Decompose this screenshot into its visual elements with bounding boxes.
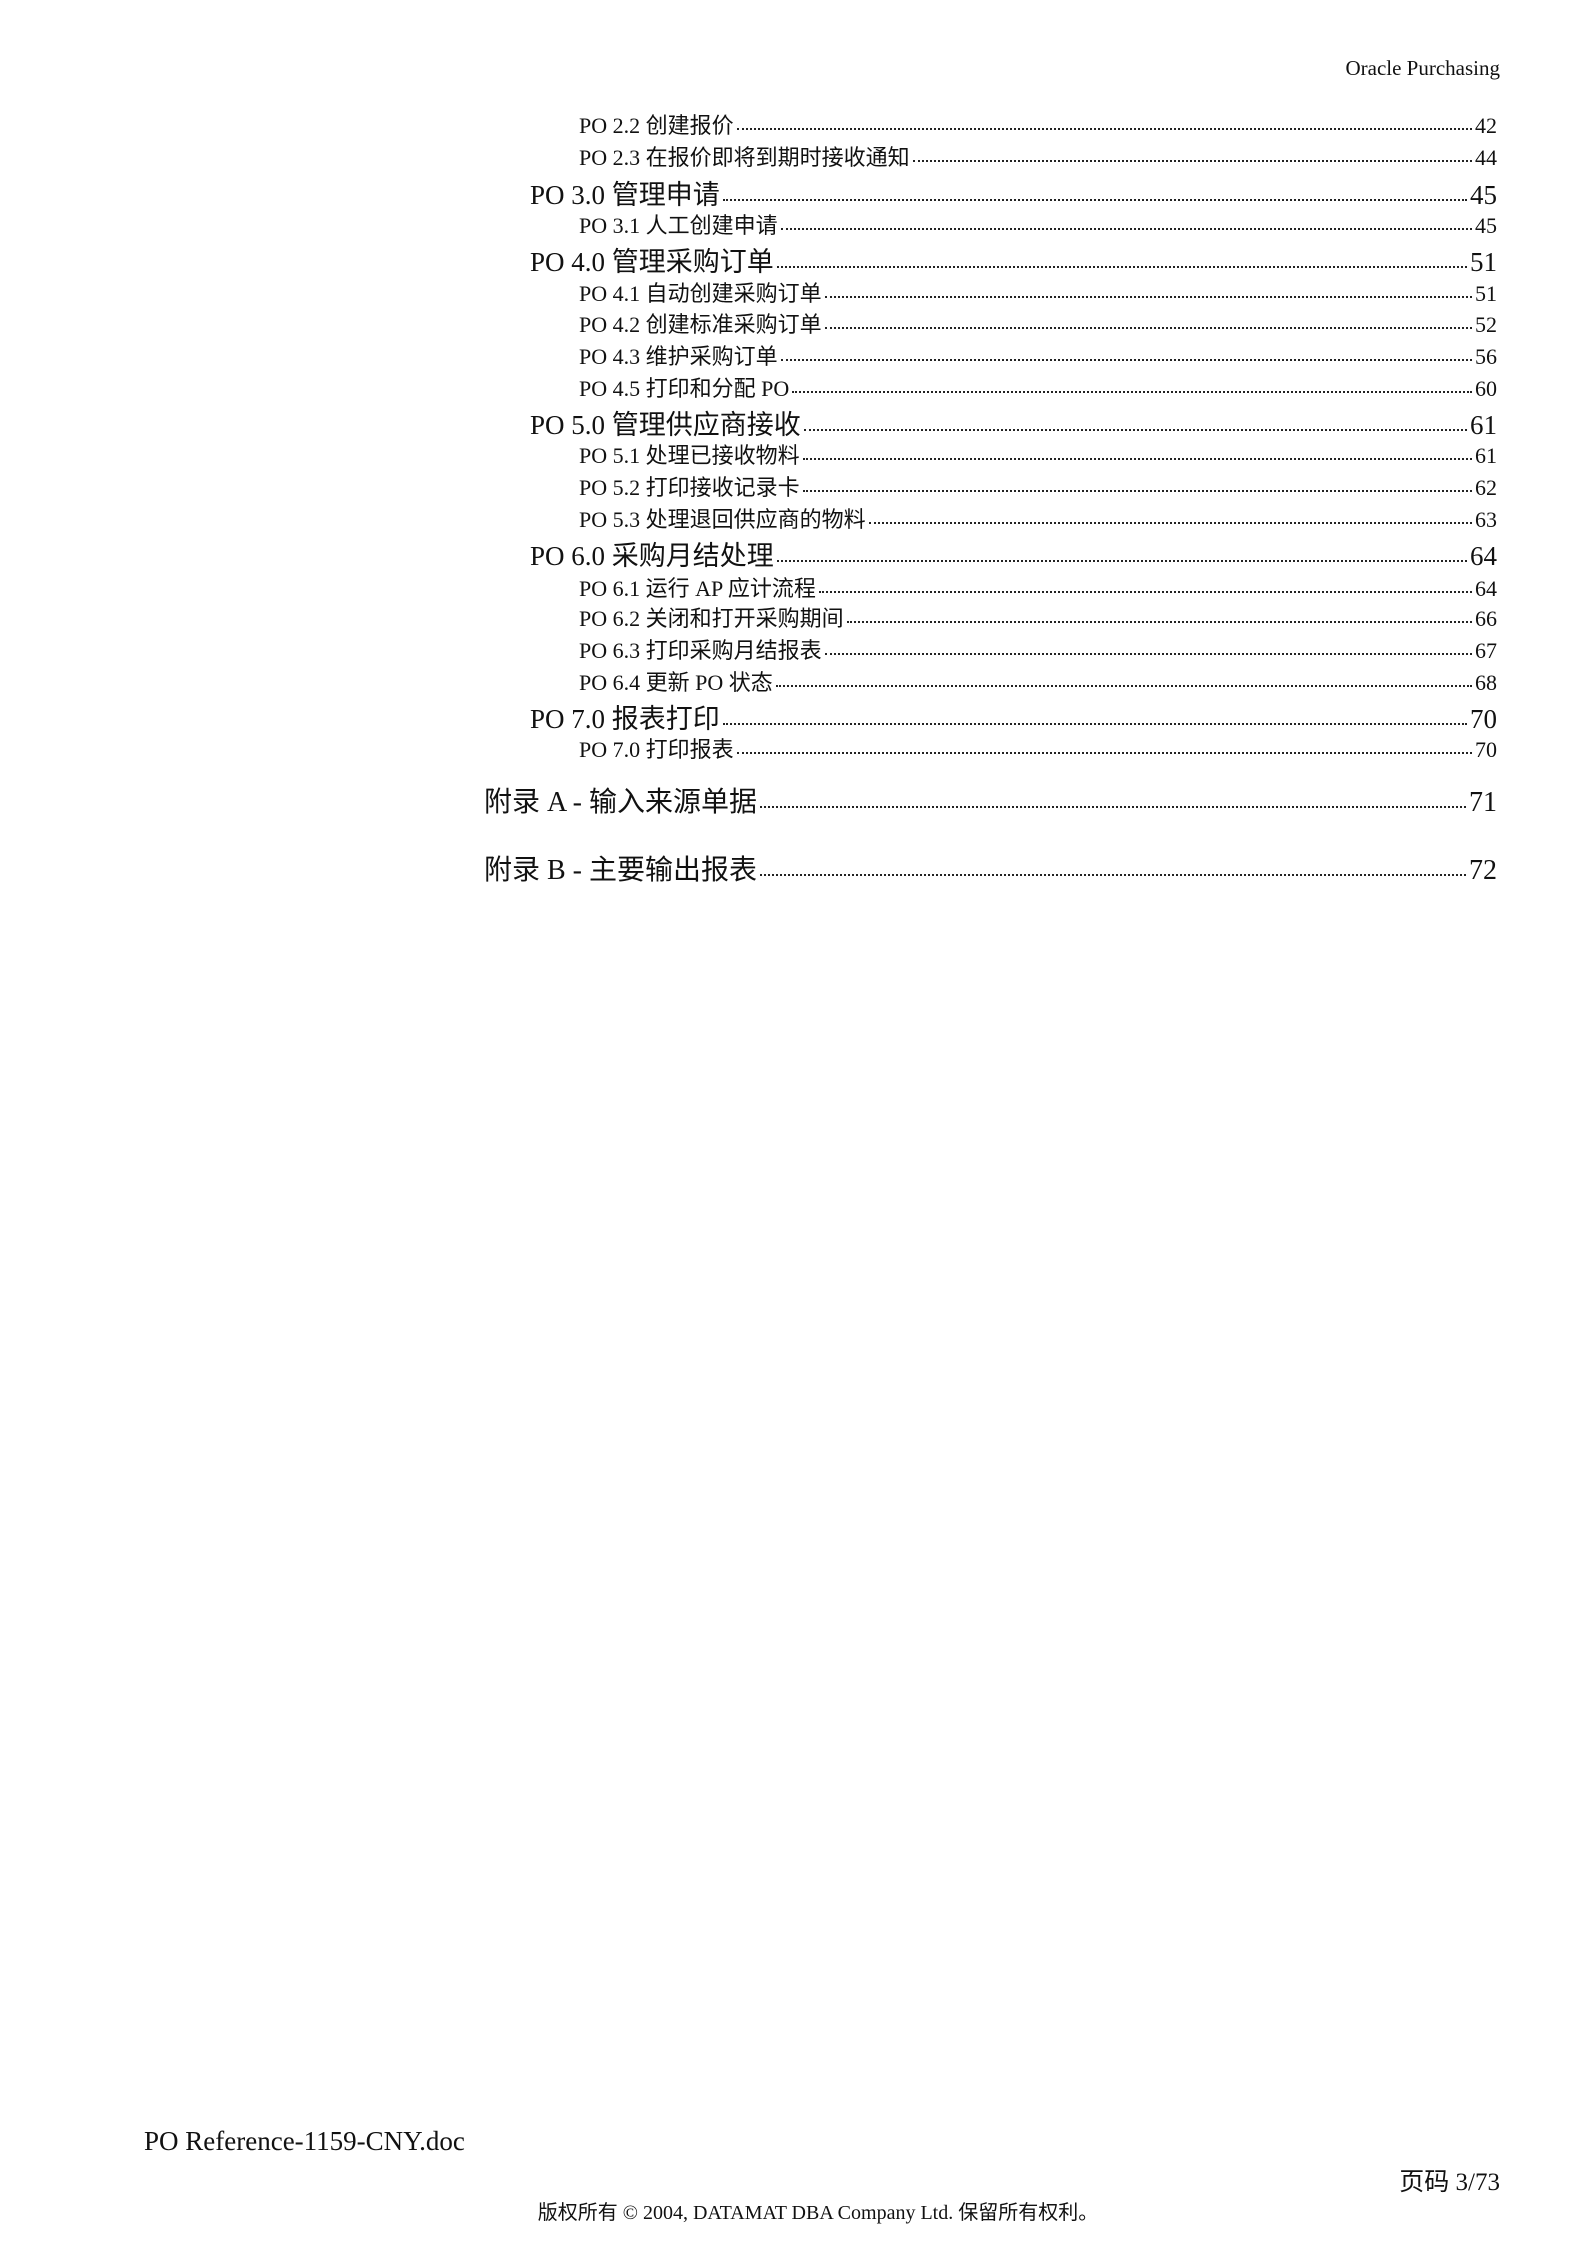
toc-entry[interactable]: PO 2.2 创建报价 42 [579,108,1497,140]
toc-entry-label: PO 2.2 创建报价 [579,113,734,138]
dot-leader [780,359,1472,361]
toc-entry[interactable]: PO 6.4 更新 PO 状态 68 [579,665,1497,697]
dot-leader [775,685,1472,687]
toc-entry-label: PO 5.0 管理供应商接收 [530,410,801,440]
toc-entry[interactable]: 附录 A - 输入来源单据 71 [484,780,1497,820]
dot-leader [736,128,1472,130]
toc-entry[interactable]: PO 4.5 打印和分配 PO 60 [579,371,1497,403]
toc-entry-page: 70 [1475,737,1497,762]
toc-entry[interactable]: PO 6.0 采购月结处理 64 [530,534,1497,573]
dot-leader [776,266,1467,268]
running-header: Oracle Purchasing [1345,56,1500,80]
dot-leader [818,591,1472,593]
toc-entry-label: PO 2.3 在报价即将到期时接收通知 [579,145,910,170]
toc-entry-label: PO 3.0 管理申请 [530,180,720,210]
toc-entry[interactable]: PO 5.1 处理已接收物料 61 [579,438,1497,470]
toc-entry-page: 68 [1475,670,1497,695]
toc-entry[interactable]: PO 6.3 打印采购月结报表 67 [579,633,1497,665]
toc-entry-label: PO 4.0 管理采购订单 [530,247,774,277]
toc-entry[interactable]: PO 5.0 管理供应商接收 61 [530,403,1497,442]
dot-leader [776,560,1467,562]
toc-entry-label: PO 6.4 更新 PO 状态 [579,670,773,695]
toc-entry-label: PO 4.1 自动创建采购订单 [579,281,822,306]
dot-leader [722,723,1467,725]
toc-entry-label: PO 4.5 打印和分配 PO [579,376,790,401]
dot-leader [722,199,1467,201]
toc-entry[interactable]: 附录 B - 主要输出报表 72 [484,848,1497,888]
toc-entry-page: 62 [1475,475,1497,500]
toc-entry-label: PO 4.3 维护采购订单 [579,344,778,369]
toc-entry-page: 72 [1469,855,1497,886]
toc-entry-label: PO 6.1 运行 AP 应计流程 [579,576,816,601]
toc-entry-page: 60 [1475,376,1497,401]
toc-entry-page: 64 [1475,576,1497,601]
dot-leader [868,522,1472,524]
dot-leader [824,327,1472,329]
toc-entry-page: 56 [1475,344,1497,369]
toc-entry-label: 附录 B - 主要输出报表 [484,855,758,886]
toc-entry-page: 42 [1475,113,1497,138]
toc-entry[interactable]: PO 4.3 维护采购订单 56 [579,339,1497,371]
toc-entry-page: 52 [1475,312,1497,337]
toc-entry-label: PO 4.2 创建标准采购订单 [579,312,822,337]
toc-entry-label: PO 7.0 打印报表 [579,737,734,762]
footer-doc-name: PO Reference-1159-CNY.doc [144,2126,465,2156]
toc-entry-page: 44 [1475,145,1497,170]
toc-entry-page: 45 [1475,213,1497,238]
toc-entry-label: PO 6.3 打印采购月结报表 [579,638,822,663]
dot-leader [802,458,1472,460]
toc-entry[interactable]: PO 4.1 自动创建采购订单 51 [579,276,1497,308]
toc-entry-label: PO 5.1 处理已接收物料 [579,443,800,468]
toc-entry-page: 64 [1470,541,1497,571]
toc-entry[interactable]: PO 3.1 人工创建申请 45 [579,208,1497,240]
toc-entry-label: PO 6.0 采购月结处理 [530,541,774,571]
toc-entry-page: 51 [1475,281,1497,306]
toc-entry-label: PO 6.2 关闭和打开采购期间 [579,606,844,631]
dot-leader [803,429,1467,431]
toc-entry[interactable]: PO 7.0 报表打印 70 [530,697,1497,736]
toc-entry-page: 71 [1469,787,1497,818]
toc-entry-page: 70 [1470,704,1497,734]
toc-entry[interactable]: PO 6.1 运行 AP 应计流程 64 [579,571,1497,603]
toc-entry-page: 63 [1475,507,1497,532]
toc-entry-page: 45 [1470,180,1497,210]
toc-entry[interactable]: PO 2.3 在报价即将到期时接收通知 44 [579,140,1497,172]
dot-leader [760,874,1466,876]
toc-entry-page: 66 [1475,606,1497,631]
toc-entry-label: PO 5.3 处理退回供应商的物料 [579,507,866,532]
dot-leader [846,621,1472,623]
toc-entry-label: PO 7.0 报表打印 [530,704,720,734]
toc-entry[interactable]: PO 5.2 打印接收记录卡 62 [579,470,1497,502]
toc-entry-page: 67 [1475,638,1497,663]
footer-page-number: 页码 3/73 [1399,2169,1500,2196]
dot-leader [824,653,1472,655]
dot-leader [792,391,1472,393]
dot-leader [736,752,1472,754]
dot-leader [760,806,1466,808]
toc-entry[interactable]: PO 4.2 创建标准采购订单 52 [579,307,1497,339]
dot-leader [824,296,1472,298]
toc-entry-label: PO 5.2 打印接收记录卡 [579,475,800,500]
dot-leader [912,160,1472,162]
toc-entry[interactable]: PO 4.0 管理采购订单 51 [530,240,1497,279]
toc-entry-label: PO 3.1 人工创建申请 [579,213,778,238]
toc-entry[interactable]: PO 6.2 关闭和打开采购期间 66 [579,601,1497,633]
dot-leader [802,490,1472,492]
dot-leader [780,228,1472,230]
toc-entry-page: 51 [1470,247,1497,277]
toc-entry[interactable]: PO 5.3 处理退回供应商的物料 63 [579,502,1497,534]
toc-entry-page: 61 [1470,410,1497,440]
toc-entry[interactable]: PO 7.0 打印报表 70 [579,732,1497,764]
toc-entry-label: 附录 A - 输入来源单据 [484,787,758,818]
toc-entry-page: 61 [1475,443,1497,468]
toc-entry[interactable]: PO 3.0 管理申请 45 [530,173,1497,212]
footer-copyright: 版权所有 © 2004, DATAMAT DBA Company Ltd. 保留… [537,2202,1099,2224]
